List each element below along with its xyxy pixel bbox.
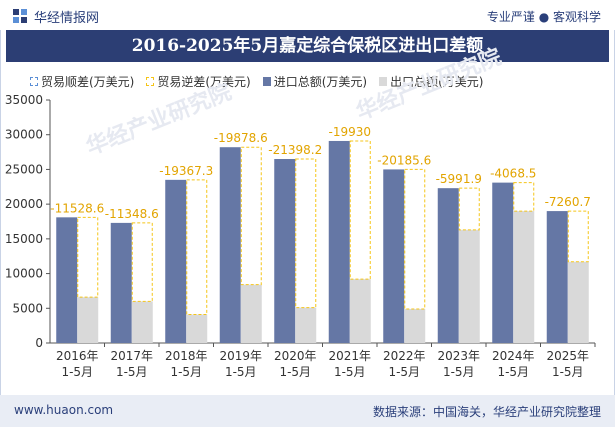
x-tick-label: 1-5月 bbox=[61, 365, 93, 379]
export-bar bbox=[404, 308, 426, 343]
import-bar bbox=[56, 217, 78, 343]
x-tick-label: 2022年 bbox=[383, 349, 426, 363]
x-tick-label: 1-5月 bbox=[552, 365, 584, 379]
x-tick-label: 2018年 bbox=[165, 349, 208, 363]
x-tick-label: 1-5月 bbox=[334, 365, 366, 379]
x-tick-label: 2020年 bbox=[274, 349, 317, 363]
deficit-bar bbox=[513, 182, 535, 212]
import-bar bbox=[219, 147, 241, 343]
deficit-data-label: -4068.5 bbox=[490, 167, 536, 181]
x-tick-label: 1-5月 bbox=[225, 365, 257, 379]
x-tick-label: 2019年 bbox=[219, 349, 262, 363]
x-tick-label: 2025年 bbox=[546, 349, 589, 363]
y-tick-label: 25000 bbox=[5, 162, 43, 176]
deficit-bar bbox=[131, 222, 153, 302]
x-tick-label: 1-5月 bbox=[170, 365, 202, 379]
y-tick-label: 15000 bbox=[5, 232, 43, 246]
export-bar bbox=[131, 301, 153, 343]
y-tick-label: 10000 bbox=[5, 267, 43, 281]
x-tick-label: 2023年 bbox=[437, 349, 480, 363]
deficit-data-label: -19930 bbox=[328, 125, 371, 139]
export-bar bbox=[567, 261, 589, 343]
export-bar bbox=[513, 211, 535, 343]
y-tick-label: 30000 bbox=[5, 128, 43, 142]
title-bar: 2016-2025年5月嘉定综合保税区进出口差额 bbox=[6, 30, 609, 62]
import-bar bbox=[110, 222, 132, 343]
deficit-data-label: -19367.3 bbox=[159, 164, 213, 178]
import-bar bbox=[383, 169, 405, 343]
legend-swatch-deficit bbox=[146, 76, 155, 86]
watermark-text: 华经产业研究院 bbox=[353, 44, 506, 126]
brand-logo-icon bbox=[13, 9, 27, 23]
import-bar bbox=[165, 179, 187, 343]
deficit-bar bbox=[295, 158, 317, 309]
y-tick-label: 35000 bbox=[5, 93, 43, 107]
deficit-bar bbox=[186, 179, 208, 316]
legend-item-export: 出口总额(万美元) bbox=[379, 73, 484, 90]
export-bar bbox=[458, 229, 480, 343]
import-bar bbox=[328, 140, 350, 343]
import-bar bbox=[492, 182, 514, 343]
chart-title: 2016-2025年5月嘉定综合保税区进出口差额 bbox=[131, 36, 484, 56]
x-tick-label: 1-5月 bbox=[388, 365, 420, 379]
x-tick-label: 1-5月 bbox=[279, 365, 311, 379]
legend-swatch-surplus bbox=[30, 76, 38, 86]
y-tick-label: 20000 bbox=[5, 197, 43, 211]
chart-legend: 贸易顺差(万美元) 贸易逆差(万美元) 进口总额(万美元) 出口总额(万美元) bbox=[30, 72, 496, 90]
export-bar bbox=[295, 307, 317, 343]
deficit-data-label: -11348.6 bbox=[105, 207, 159, 221]
watermark-text: 华经产业研究院 bbox=[83, 79, 236, 161]
deficit-data-label: -20185.6 bbox=[377, 153, 431, 167]
legend-swatch-export bbox=[379, 76, 388, 86]
chart-plot: 华经产业研究院 华经产业研究院 0 5000 10000 15000 20000 25000 3… bbox=[5, 44, 596, 379]
deficit-data-label: -19878.6 bbox=[214, 131, 268, 145]
legend-item-surplus: 贸易顺差(万美元) bbox=[30, 73, 134, 90]
legend-label-deficit: 贸易逆差(万美元) bbox=[157, 74, 251, 89]
deficit-bar bbox=[404, 168, 426, 310]
deficit-data-label: -11528.6 bbox=[50, 201, 104, 215]
legend-item-deficit: 贸易逆差(万美元) bbox=[146, 73, 251, 90]
x-tick-label: 2017年 bbox=[110, 349, 153, 363]
export-bar bbox=[240, 284, 262, 343]
import-bar bbox=[437, 188, 459, 343]
deficit-bar bbox=[567, 210, 589, 263]
legend-label-export: 出口总额(万美元) bbox=[390, 74, 484, 89]
x-tick-label: 1-5月 bbox=[443, 365, 475, 379]
legend-item-import: 进口总额(万美元) bbox=[262, 73, 368, 90]
y-tick-label: 5000 bbox=[12, 301, 43, 315]
export-bar bbox=[77, 297, 99, 343]
import-bar bbox=[546, 211, 568, 343]
x-tick-label: 2024年 bbox=[492, 349, 535, 363]
legend-swatch-import bbox=[262, 76, 271, 86]
deficit-data-label: -5991.9 bbox=[436, 172, 482, 186]
footer-bar: www.huaon.com 数据来源：中国海关，华经产业研究院整理 bbox=[0, 395, 615, 427]
brand-name: 华经情报网 bbox=[34, 11, 100, 26]
deficit-bar bbox=[240, 146, 262, 286]
x-tick-label: 1-5月 bbox=[116, 365, 148, 379]
footer-url: www.huaon.com bbox=[14, 403, 114, 417]
legend-label-import: 进口总额(万美元) bbox=[273, 74, 368, 89]
brand-slogan: 专业严谨 ● 客观科学 bbox=[486, 10, 601, 24]
x-tick-label: 2016年 bbox=[56, 349, 99, 363]
deficit-bar bbox=[77, 216, 99, 298]
deficit-bar bbox=[458, 187, 480, 231]
export-bar bbox=[186, 314, 208, 343]
deficit-data-label: -21398.2 bbox=[268, 143, 322, 157]
deficit-bar bbox=[349, 140, 371, 280]
top-bar: 华经情报网 专业严谨 ● 客观科学 bbox=[0, 0, 615, 30]
y-tick-label: 0 bbox=[35, 336, 43, 350]
import-bar bbox=[274, 159, 296, 343]
export-bar bbox=[349, 279, 371, 343]
footer-source: 数据来源：中国海关，华经产业研究院整理 bbox=[372, 405, 601, 419]
x-tick-label: 1-5月 bbox=[497, 365, 529, 379]
deficit-data-label: -7260.7 bbox=[545, 195, 591, 209]
legend-label-surplus: 贸易顺差(万美元) bbox=[41, 74, 135, 89]
x-tick-label: 2021年 bbox=[328, 349, 371, 363]
